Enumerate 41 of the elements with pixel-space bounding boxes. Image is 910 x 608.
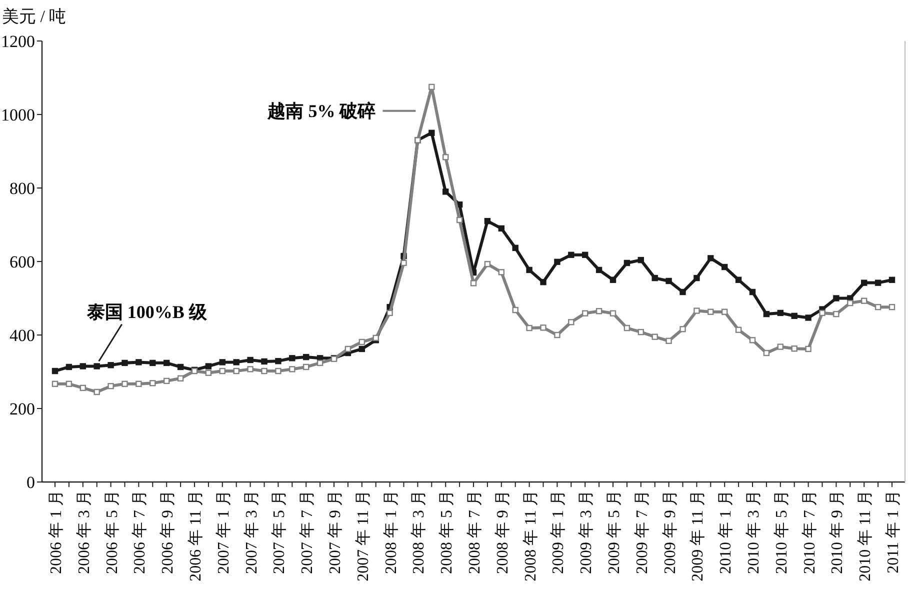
text: 泰国 100%B 级 <box>86 302 208 322</box>
y-tick-label: 1000 <box>1 106 35 124</box>
x-tick-label: 2009 年 5 月 <box>606 490 623 574</box>
y-tick-label: 600 <box>10 252 35 272</box>
x-tick-label: 2006 年 7 月 <box>132 490 149 574</box>
x-tick-label: 2008 年 1 月 <box>382 490 400 574</box>
x-tick-label: 2010 年 5 月 <box>773 490 790 574</box>
x-tick-label: 2010 年 9 月 <box>829 490 846 574</box>
y-tick-label: 200 <box>10 400 35 418</box>
x-tick-label: 2007 年 11 月 <box>354 490 372 582</box>
x-tick-label: 2008 年 9 月 <box>494 490 512 574</box>
y-tick-label: 800 <box>10 179 35 198</box>
x-tick-label: 2006 年 5 月 <box>104 490 121 574</box>
y-tick-label: 1200 <box>1 32 35 51</box>
x-tick-label: 2009 年 3 月 <box>578 490 596 574</box>
y-tick-label: 400 <box>10 326 35 345</box>
x-tick-label: 2007 年 3 月 <box>243 490 260 574</box>
x-tick-label: 2010 年 7 月 <box>801 490 818 574</box>
x-tick-label: 2006 年 1 月 <box>48 490 65 574</box>
x-tick-label: 2011 年 1 月 <box>885 490 902 574</box>
x-tick-label: 2010 年 11 月 <box>857 490 874 582</box>
x-tick-label: 2008 年 11 月 <box>522 490 540 582</box>
x-tick-label: 2006 年 11 月 <box>188 490 204 582</box>
legend-label: 越南 5% 破碎 <box>266 100 376 121</box>
y-tick-label: 0 <box>26 473 35 492</box>
x-tick-label: 2009 年 9 月 <box>662 490 679 574</box>
x-tick-label: 2010 年 3 月 <box>746 490 762 574</box>
x-tick-label: 2008 年 3 月 <box>410 490 428 574</box>
x-tick-label: 2007 年 1 月 <box>215 490 232 574</box>
x-tick-label: 2009 年 1 月 <box>550 490 568 574</box>
x-tick-label: 2009 年 7 月 <box>634 490 651 574</box>
x-tick-label: 2007 年 7 月 <box>299 490 316 574</box>
x-tick-label: 2009 年 11 月 <box>690 490 707 582</box>
x-tick-label: 2006 年 3 月 <box>76 490 93 574</box>
x-tick-label: 2008 年 7 月 <box>466 490 484 574</box>
y-axis-title: 美元 / 吨 <box>2 7 66 26</box>
x-tick-label: 2007 年 5 月 <box>271 490 288 574</box>
x-tick-label: 2010 年 1 月 <box>718 490 735 574</box>
x-tick-label: 2008 年 5 月 <box>438 490 456 574</box>
x-tick-label: 2007 年 9 月 <box>327 490 344 574</box>
x-tick-label: 2006 年 9 月 <box>160 490 177 574</box>
